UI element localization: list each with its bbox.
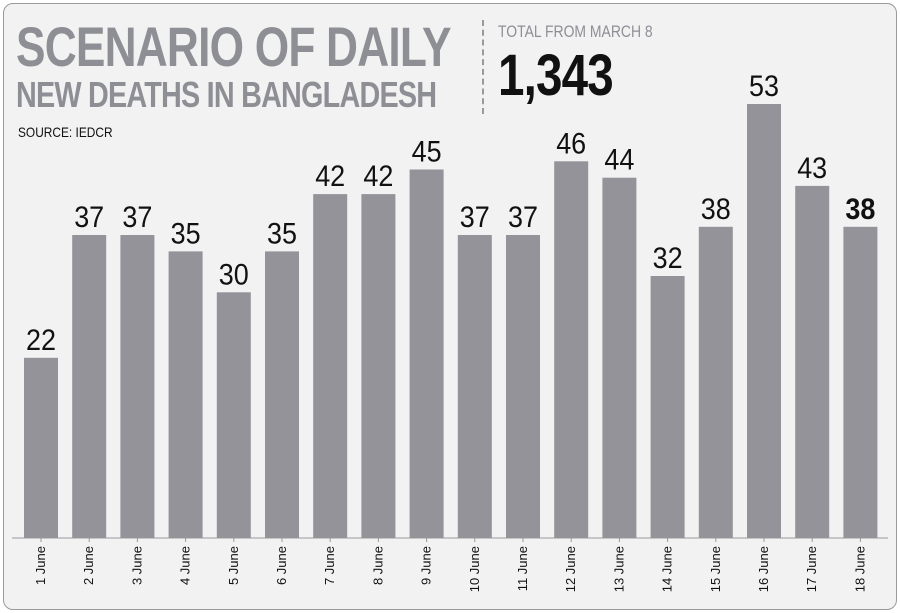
x-tick-label-2: 3 June [129, 546, 144, 585]
bar-7 [361, 194, 396, 538]
bar-17 [843, 226, 878, 539]
x-tick-label-16: 17 June [804, 546, 819, 592]
bar-14 [698, 226, 733, 539]
bar-3 [168, 251, 203, 538]
data-label-13: 32 [653, 242, 683, 275]
x-tick-label-9: 10 June [467, 546, 482, 592]
x-tick-label-0: 1 June [33, 546, 48, 585]
total-value: 1,343 [498, 43, 614, 108]
data-label-5: 35 [267, 217, 297, 250]
x-tick-label-6: 7 June [322, 546, 337, 585]
x-tick-label-11: 12 June [563, 546, 578, 592]
data-label-14: 38 [701, 193, 731, 226]
bar-11 [554, 161, 589, 539]
bar-5 [265, 251, 299, 538]
data-label-16: 43 [797, 152, 827, 185]
chart-title-line1: SCENARIO OF DAILY [16, 15, 452, 78]
data-label-4: 30 [219, 258, 249, 291]
chart-frame: SCENARIO OF DAILY NEW DEATHS IN BANGLADE… [3, 3, 897, 610]
bar-9 [457, 235, 492, 538]
data-label-10: 37 [508, 201, 538, 234]
bar-6 [313, 194, 348, 538]
data-label-8: 45 [412, 136, 442, 169]
total-label: TOTAL FROM MARCH 8 [498, 22, 653, 41]
data-label-0: 22 [26, 324, 56, 357]
bar-13 [650, 276, 685, 538]
x-tick-label-7: 8 June [370, 546, 385, 585]
data-label-7: 42 [363, 160, 393, 193]
x-tick-label-17: 18 June [852, 546, 867, 592]
x-tick-label-10: 11 June [515, 546, 530, 591]
x-tick-label-8: 9 June [419, 546, 434, 585]
data-label-2: 37 [122, 201, 152, 234]
bar-4 [216, 292, 251, 538]
bar-8 [409, 169, 444, 538]
x-tick-label-1: 2 June [81, 546, 96, 585]
x-tick-label-13: 14 June [660, 546, 675, 592]
data-label-6: 42 [315, 160, 345, 193]
x-tick-label-14: 15 June [708, 546, 723, 592]
x-tick-label-5: 6 June [274, 546, 289, 585]
data-label-11: 46 [556, 127, 586, 160]
bar-15 [747, 104, 781, 538]
header-divider [482, 20, 484, 114]
data-label-15: 53 [749, 70, 779, 103]
bar-chart: 22 1 June 37 2 June 37 3 June 35 4 June 30 5 June… [12, 70, 888, 592]
x-tick-label-15: 16 June [756, 546, 771, 592]
data-label-1: 37 [74, 201, 104, 234]
chart-title-line2: NEW DEATHS IN BANGLADESH [16, 74, 437, 115]
bar-1 [72, 235, 107, 538]
bar-10 [506, 235, 540, 538]
bar-2 [120, 235, 155, 538]
x-tick-label-3: 4 June [178, 546, 193, 585]
data-label-3: 35 [171, 217, 201, 250]
x-tick-label-12: 13 June [611, 546, 626, 592]
data-label-12: 44 [604, 144, 634, 177]
x-tick-label-4: 5 June [226, 546, 241, 585]
data-label-9: 37 [460, 201, 490, 234]
source-note: SOURCE: IEDCR [18, 124, 113, 140]
bar-12 [602, 177, 637, 538]
bar-16 [795, 185, 830, 538]
data-label-17: 38 [845, 193, 875, 226]
bar-0 [24, 357, 58, 538]
